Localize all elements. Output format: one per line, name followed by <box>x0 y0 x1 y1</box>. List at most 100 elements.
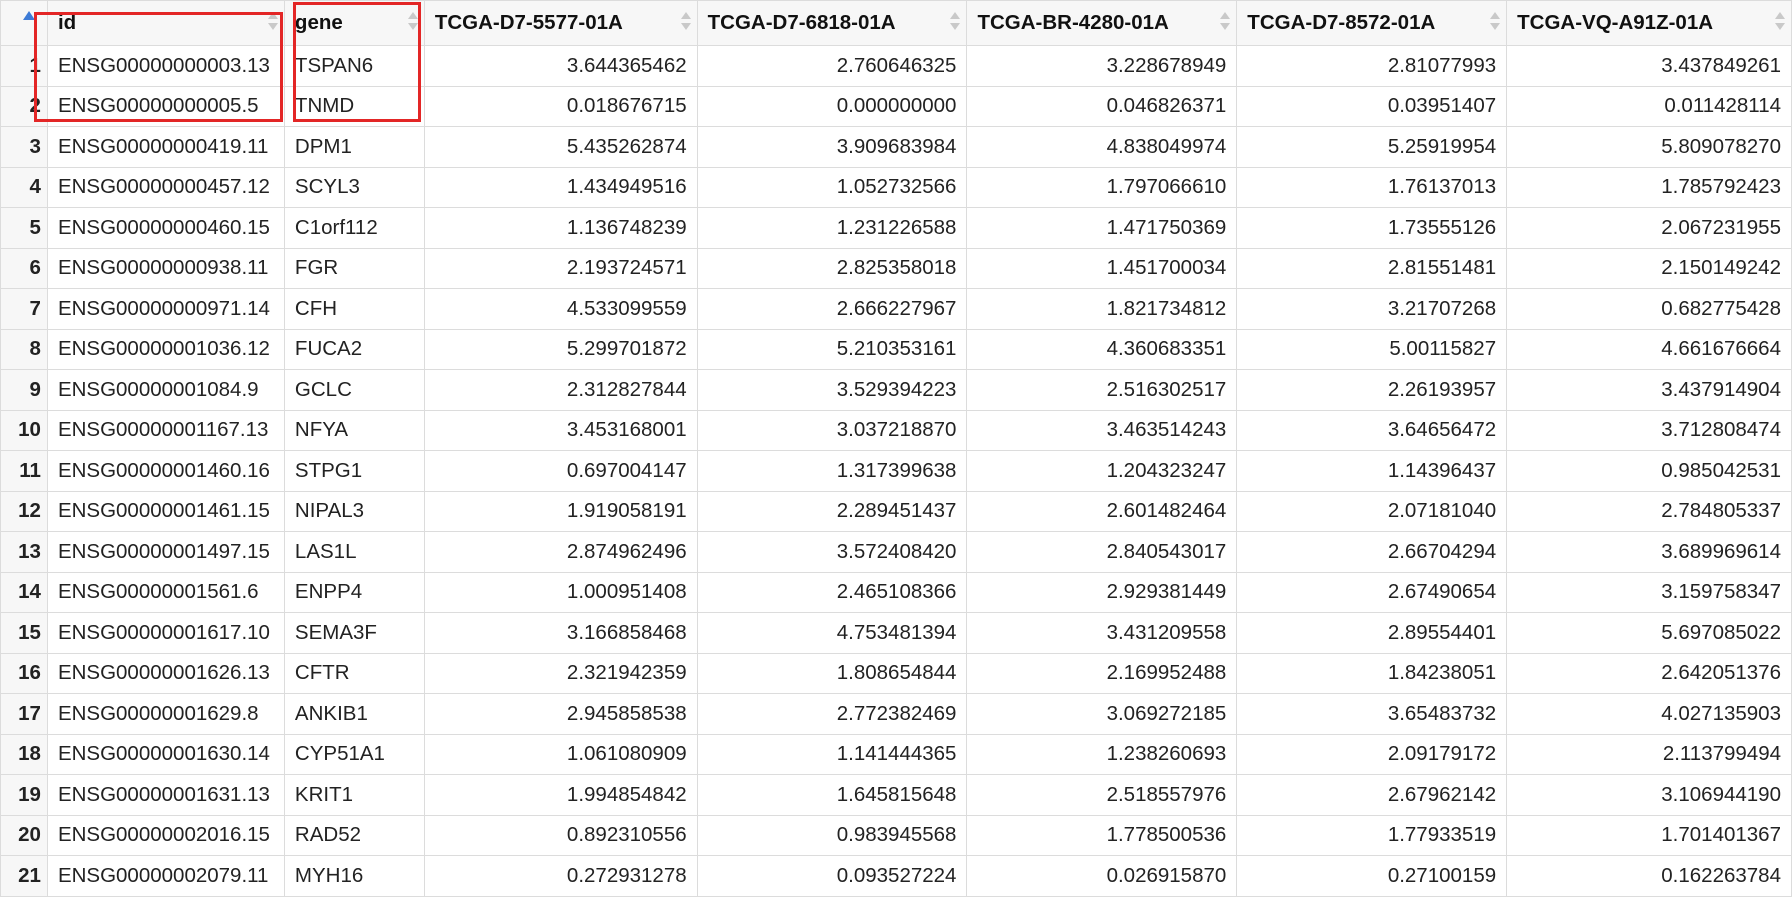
cell-value: 0.272931278 <box>423 855 698 897</box>
row-number: 8 <box>0 328 48 370</box>
cell-value: 5.435262874 <box>423 126 698 168</box>
cell-value: 1.451700034 <box>966 247 1238 289</box>
cell-gene: DPM1 <box>283 126 425 168</box>
cell-gene: NIPAL3 <box>283 490 425 532</box>
table-row: 14 ENSG00000001561.6 ENPP4 1.000951408 2.465… <box>0 571 1792 613</box>
cell-value: 1.994854842 <box>423 774 698 816</box>
column-header-label: TCGA-D7-5577-01A <box>434 11 623 34</box>
cell-value: 5.210353161 <box>696 328 968 370</box>
sort-toggle-icon[interactable] <box>267 10 278 34</box>
cell-value: 3.712808474 <box>1506 409 1792 451</box>
row-number: 9 <box>0 369 48 411</box>
cell-value: 2.169952488 <box>966 652 1238 694</box>
table-row: 8 ENSG00000001036.12 FUCA2 5.299701872 5.210… <box>0 328 1792 370</box>
column-header-tcga-vq-a91z-01a[interactable]: TCGA-VQ-A91Z-01A <box>1506 0 1792 46</box>
sort-toggle-icon[interactable] <box>1220 10 1231 34</box>
cell-id: ENSG00000002079.11 <box>46 855 285 897</box>
cell-value: 5.299701872 <box>423 328 698 370</box>
cell-value: 0.697004147 <box>423 450 698 492</box>
cell-value: 0.162263784 <box>1506 855 1792 897</box>
table-row: 11 ENSG00000001460.16 STPG1 0.697004147 1.31… <box>0 450 1792 492</box>
cell-value: 3.463514243 <box>966 409 1238 451</box>
cell-value: 2.784805337 <box>1506 490 1792 532</box>
cell-value: 2.81551481 <box>1236 247 1508 289</box>
row-number: 15 <box>0 612 48 654</box>
column-header-label: TCGA-D7-6818-01A <box>707 11 896 34</box>
cell-id: ENSG00000001626.13 <box>46 652 285 694</box>
column-header-tcga-d7-8572-01a[interactable]: TCGA-D7-8572-01A <box>1236 0 1508 46</box>
cell-gene: ENPP4 <box>283 571 425 613</box>
column-header-label: TCGA-D7-8572-01A <box>1247 11 1436 34</box>
sort-toggle-icon[interactable] <box>407 10 418 34</box>
table-row: 13 ENSG00000001497.15 LAS1L 2.874962496 3.57… <box>0 531 1792 573</box>
cell-value: 2.518557976 <box>966 774 1238 816</box>
column-header-id[interactable]: id <box>46 0 285 46</box>
cell-value: 2.67962142 <box>1236 774 1508 816</box>
cell-value: 3.572408420 <box>696 531 968 573</box>
cell-id: ENSG00000000457.12 <box>46 166 285 208</box>
cell-value: 2.193724571 <box>423 247 698 289</box>
cell-value: 1.797066610 <box>966 166 1238 208</box>
cell-value: 0.03951407 <box>1236 85 1508 127</box>
cell-id: ENSG00000001167.13 <box>46 409 285 451</box>
cell-id: ENSG00000002016.15 <box>46 814 285 856</box>
cell-value: 3.037218870 <box>696 409 968 451</box>
cell-value: 1.919058191 <box>423 490 698 532</box>
cell-value: 0.000000000 <box>696 85 968 127</box>
cell-value: 2.67490654 <box>1236 571 1508 613</box>
cell-id: ENSG00000000419.11 <box>46 126 285 168</box>
cell-value: 0.018676715 <box>423 85 698 127</box>
sort-toggle-icon[interactable] <box>680 10 691 34</box>
cell-id: ENSG00000000938.11 <box>46 247 285 289</box>
column-header-tcga-br-4280-01a[interactable]: TCGA-BR-4280-01A <box>966 0 1238 46</box>
sort-toggle-icon[interactable] <box>950 10 961 34</box>
cell-id: ENSG00000001036.12 <box>46 328 285 370</box>
cell-value: 4.027135903 <box>1506 693 1792 735</box>
column-header-gene[interactable]: gene <box>283 0 425 46</box>
cell-value: 3.228678949 <box>966 45 1238 87</box>
cell-value: 1.821734812 <box>966 288 1238 330</box>
cell-value: 2.09179172 <box>1236 733 1508 775</box>
sort-toggle-icon[interactable] <box>1775 10 1785 34</box>
cell-value: 2.760646325 <box>696 45 968 87</box>
cell-value: 2.929381449 <box>966 571 1238 613</box>
row-number: 20 <box>0 814 48 856</box>
cell-value: 5.00115827 <box>1236 328 1508 370</box>
row-number: 1 <box>0 45 48 87</box>
column-header-label: TCGA-BR-4280-01A <box>977 11 1169 34</box>
cell-value: 0.892310556 <box>423 814 698 856</box>
column-header-tcga-d7-5577-01a[interactable]: TCGA-D7-5577-01A <box>423 0 698 46</box>
table-row: 2 ENSG00000000005.5 TNMD 0.018676715 0.00000… <box>0 85 1792 127</box>
cell-value: 2.81077993 <box>1236 45 1508 87</box>
cell-id: ENSG00000000003.13 <box>46 45 285 87</box>
row-number: 5 <box>0 207 48 249</box>
cell-gene: CFH <box>283 288 425 330</box>
cell-gene: MYH16 <box>283 855 425 897</box>
cell-value: 2.07181040 <box>1236 490 1508 532</box>
cell-value: 3.431209558 <box>966 612 1238 654</box>
cell-value: 3.159758347 <box>1506 571 1792 613</box>
sort-toggle-icon[interactable] <box>1490 10 1501 34</box>
column-header-label: gene <box>294 11 343 34</box>
table-row: 9 ENSG00000001084.9 GCLC 2.312827844 3.52939… <box>0 369 1792 411</box>
cell-id: ENSG00000001617.10 <box>46 612 285 654</box>
cell-value: 3.437914904 <box>1506 369 1792 411</box>
cell-value: 4.661676664 <box>1506 328 1792 370</box>
column-header-tcga-d7-6818-01a[interactable]: TCGA-D7-6818-01A <box>696 0 968 46</box>
cell-value: 2.289451437 <box>696 490 968 532</box>
row-number: 21 <box>0 855 48 897</box>
cell-gene: C1orf112 <box>283 207 425 249</box>
table-row: 1 ENSG00000000003.13 TSPAN6 3.644365462 2.76… <box>0 45 1792 87</box>
cell-gene: TNMD <box>283 85 425 127</box>
cell-value: 3.069272185 <box>966 693 1238 735</box>
cell-value: 1.701401367 <box>1506 814 1792 856</box>
cell-value: 3.529394223 <box>696 369 968 411</box>
cell-value: 1.14396437 <box>1236 450 1508 492</box>
cell-value: 1.231226588 <box>696 207 968 249</box>
cell-value: 1.317399638 <box>696 450 968 492</box>
cell-value: 2.874962496 <box>423 531 698 573</box>
cell-value: 0.093527224 <box>696 855 968 897</box>
cell-value: 1.76137013 <box>1236 166 1508 208</box>
table-row: 10 ENSG00000001167.13 NFYA 3.453168001 3.037… <box>0 409 1792 451</box>
cell-value: 2.321942359 <box>423 652 698 694</box>
